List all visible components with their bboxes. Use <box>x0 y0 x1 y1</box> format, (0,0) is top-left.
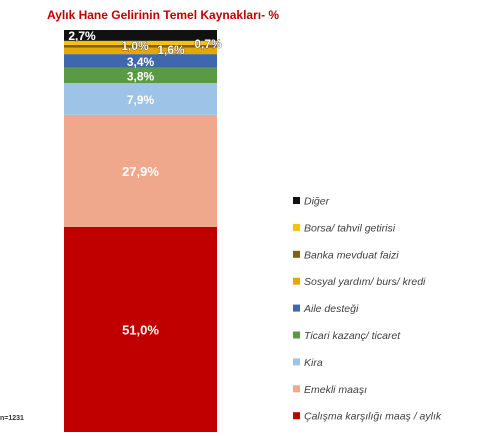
legend: Diğer Borsa/ tahvil getirisi Banka mevduat… <box>293 196 442 423</box>
data-label-kira: 7,9% <box>127 93 155 107</box>
legend-swatch-kira <box>293 358 300 366</box>
bar-segment-borsa-tahvil-getirisi <box>64 40 217 45</box>
legend-label-calisma-karsiligi-maas-aylik: Çalışma karşılığı maaş / aylık <box>304 411 442 423</box>
legend-swatch-ticari-kazanc-ticaret <box>293 331 300 339</box>
data-label-sosyal-yardim-burs-kredi: 1,6% <box>157 43 185 57</box>
legend-label-emekli-maasi: Emekli maaşı <box>304 384 367 396</box>
legend-label-borsa-tahvil-getirisi: Borsa/ tahvil getirisi <box>304 222 396 234</box>
sample-size-note: n=1231 <box>0 415 24 422</box>
data-label-banka-mevduat-faizi: 0,7% <box>194 37 222 51</box>
bar-segment-calisma-karsiligi-maas-aylik <box>64 226 217 432</box>
bar-segment-kira <box>64 83 217 115</box>
data-label-aile-destegi: 3,4% <box>127 55 155 69</box>
data-label-calisma-karsiligi-maas-aylik: 51,0% <box>122 322 159 337</box>
data-label-borsa-tahvil-getirisi: 1,0% <box>121 39 149 53</box>
bar-segment-sosyal-yardim-burs-kredi <box>64 47 217 55</box>
segment-labels: 51,0% 27,9% 7,9% 3,8%3,4%1,6% 0,7% 1,0% 2,7% <box>68 29 222 338</box>
legend-swatch-sosyal-yardim-burs-kredi <box>293 277 300 285</box>
legend-label-banka-mevduat-faizi: Banka mevduat faizi <box>304 249 399 261</box>
bar-segment-diger <box>64 30 217 41</box>
bar-segment-aile-destegi <box>64 54 217 68</box>
legend-swatch-borsa-tahvil-getirisi <box>293 223 300 231</box>
legend-swatch-aile-destegi <box>293 304 300 312</box>
legend-label-aile-destegi: Aile desteği <box>303 303 359 315</box>
bar-segment-emekli-maasi <box>64 114 217 227</box>
legend-swatch-calisma-karsiligi-maas-aylik <box>293 412 300 420</box>
legend-label-diger: Diğer <box>304 196 330 208</box>
legend-swatch-emekli-maasi <box>293 385 300 393</box>
chart-title: Aylık Hane Gelirinin Temel Kaynakları- % <box>47 8 280 22</box>
legend-label-kira: Kira <box>304 357 323 369</box>
data-label-ticari-kazanc-ticaret: 3,8% <box>127 69 155 83</box>
legend-swatch-diger <box>293 197 300 204</box>
data-label-emekli-maasi: 27,9% <box>122 164 159 179</box>
bar-segments <box>64 30 217 432</box>
legend-label-ticari-kazanc-ticaret: Ticari kazanç/ ticaret <box>304 330 401 342</box>
data-label-diger: 2,7% <box>68 29 96 43</box>
bar-segment-ticari-kazanc-ticaret <box>64 67 217 84</box>
bar-segment-banka-mevduat-faizi <box>64 44 217 48</box>
legend-swatch-banka-mevduat-faizi <box>293 250 300 258</box>
legend-label-sosyal-yardim-burs-kredi: Sosyal yardım/ burs/ kredi <box>304 276 426 288</box>
